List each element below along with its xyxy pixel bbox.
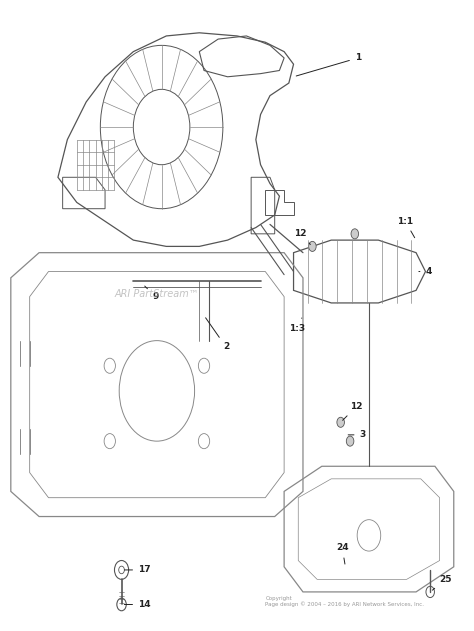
Text: 1:1: 1:1 [397,217,415,238]
Text: 24: 24 [336,543,348,564]
Text: 3: 3 [348,430,366,439]
Text: 4: 4 [419,267,432,276]
Text: 1:3: 1:3 [289,318,305,333]
Circle shape [351,229,358,239]
Text: 1: 1 [296,54,361,76]
Text: 9: 9 [145,286,159,301]
Text: ARI PartStream™: ARI PartStream™ [115,288,199,298]
Circle shape [346,436,354,446]
Text: 12: 12 [293,229,310,244]
Text: Copyright
Page design © 2004 – 2016 by ARI Network Services, Inc.: Copyright Page design © 2004 – 2016 by A… [265,596,424,607]
Text: 12: 12 [343,402,363,420]
Text: 17: 17 [124,565,151,574]
Text: 25: 25 [432,575,452,590]
Circle shape [309,242,316,251]
Text: 14: 14 [124,600,151,609]
Text: 2: 2 [206,318,229,351]
Circle shape [337,417,345,427]
